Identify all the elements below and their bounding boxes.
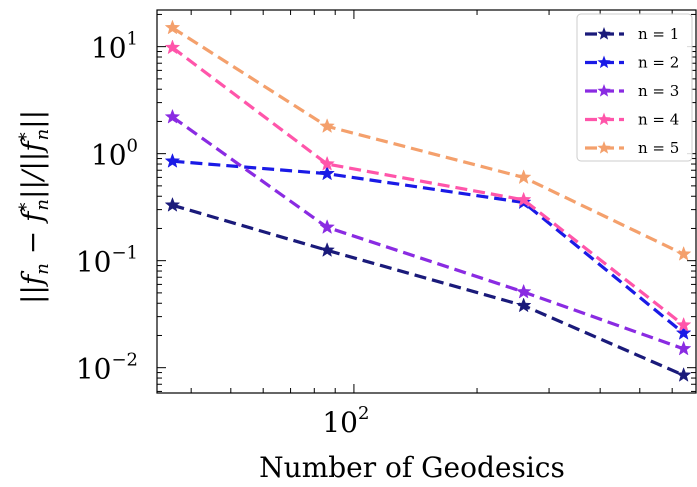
data-point bbox=[515, 169, 532, 185]
data-point bbox=[515, 297, 532, 313]
series-line bbox=[172, 159, 685, 335]
legend-item: n = 1 bbox=[585, 25, 679, 43]
legend-marker bbox=[597, 84, 611, 97]
y-tick-label: 100 bbox=[91, 136, 138, 172]
data-point bbox=[164, 39, 181, 55]
series-layer bbox=[164, 19, 692, 382]
data-point bbox=[515, 283, 532, 299]
plot-frame bbox=[156, 9, 697, 394]
series-4 bbox=[164, 39, 692, 332]
series-5 bbox=[164, 19, 692, 261]
legend-marker bbox=[597, 27, 611, 40]
legend-label: n = 2 bbox=[638, 54, 679, 72]
x-axis-label: Number of Geodesics bbox=[259, 451, 565, 484]
data-point bbox=[515, 191, 532, 207]
series-line bbox=[171, 26, 685, 256]
y-tick-label: 101 bbox=[91, 29, 138, 65]
data-point bbox=[319, 118, 335, 133]
legend-box bbox=[576, 13, 693, 162]
y-tick-label: 10−1 bbox=[76, 243, 138, 279]
x-tick-label: 102 bbox=[322, 403, 369, 439]
legend-marker bbox=[597, 112, 611, 126]
series-line bbox=[171, 115, 685, 351]
data-point bbox=[675, 324, 692, 340]
data-point bbox=[319, 155, 335, 171]
y-tick-label: 10−2 bbox=[76, 350, 138, 386]
data-point bbox=[164, 19, 181, 35]
axes bbox=[156, 9, 697, 394]
data-point bbox=[164, 152, 181, 168]
svg-text:||fn − f*n||/||f*n||: ||fn − f*n||/||f*n|| bbox=[16, 110, 53, 304]
legend-item: n = 5 bbox=[585, 139, 679, 157]
series-line bbox=[171, 46, 685, 327]
data-point bbox=[319, 219, 335, 234]
series-1 bbox=[164, 196, 692, 382]
legend-marker bbox=[597, 55, 611, 69]
data-point bbox=[675, 316, 692, 332]
data-point bbox=[319, 165, 335, 181]
legend-label: n = 5 bbox=[638, 139, 679, 157]
legend-item: n = 2 bbox=[585, 54, 679, 72]
data-point bbox=[675, 367, 692, 382]
data-point bbox=[675, 340, 692, 356]
legend-label: n = 4 bbox=[638, 111, 679, 129]
legend-label: n = 1 bbox=[638, 25, 679, 43]
legend-marker bbox=[597, 141, 611, 154]
y-axis-label: ||fn − f*n||/||f*n|| bbox=[16, 110, 53, 304]
data-point bbox=[164, 108, 181, 124]
legend: n = 1 n = 2 n = 3 n = 4 n = 5 bbox=[576, 13, 693, 162]
series-3 bbox=[164, 108, 692, 356]
data-point bbox=[319, 242, 335, 257]
legend-item: n = 4 bbox=[585, 111, 679, 129]
data-point bbox=[675, 245, 692, 261]
legend-label: n = 3 bbox=[638, 82, 679, 100]
data-point bbox=[164, 196, 181, 212]
ticks: 101 100 10−1 10−2 102 bbox=[76, 10, 696, 439]
series-line bbox=[172, 203, 685, 377]
legend-item: n = 3 bbox=[585, 82, 679, 100]
